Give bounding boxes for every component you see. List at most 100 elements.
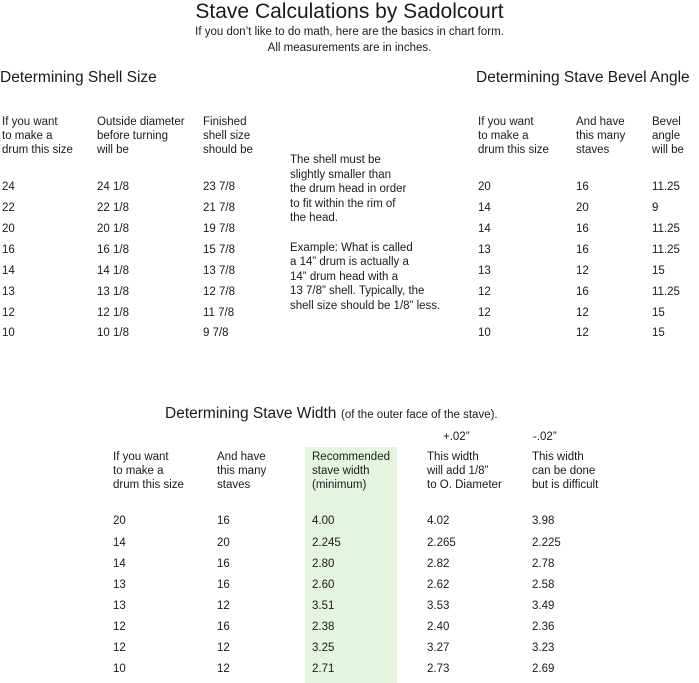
cell: 12 bbox=[2, 307, 15, 319]
column-header: can be done bbox=[532, 465, 596, 477]
column-header: drum this size bbox=[113, 479, 184, 491]
cell: 11 7/8 bbox=[203, 307, 235, 319]
cell: 12 bbox=[478, 286, 491, 298]
cell: 3.25 bbox=[312, 642, 335, 654]
cell: 14 bbox=[478, 223, 491, 235]
cell: 16 bbox=[2, 244, 15, 256]
cell: 15 bbox=[652, 307, 665, 319]
cell: 14 bbox=[113, 537, 126, 549]
cell: 21 7/8 bbox=[203, 202, 235, 214]
cell: 2.58 bbox=[532, 579, 555, 591]
cell: 14 bbox=[113, 558, 126, 570]
column-header: Outside diameter bbox=[97, 116, 185, 128]
cell: 2.62 bbox=[427, 579, 450, 591]
column-header: to make a bbox=[478, 130, 529, 142]
cell: 13 bbox=[113, 600, 126, 612]
cell: 12 bbox=[217, 663, 230, 675]
column-header: this many bbox=[576, 130, 626, 142]
cell: 20 bbox=[113, 515, 126, 527]
column-header: drum this size bbox=[478, 144, 549, 156]
cell: 9 7/8 bbox=[203, 327, 229, 339]
cell: 20 bbox=[478, 181, 491, 193]
cell: 10 1/8 bbox=[97, 327, 129, 339]
cell: 12 1/8 bbox=[97, 307, 129, 319]
cell: 3.53 bbox=[427, 600, 450, 612]
cell: 15 7/8 bbox=[203, 244, 235, 256]
cell: 2.60 bbox=[312, 579, 335, 591]
cell: 14 1/8 bbox=[97, 265, 129, 277]
column-header: to make a bbox=[2, 130, 53, 142]
column-header: This width bbox=[532, 451, 584, 463]
note-line: the drum head in order bbox=[290, 183, 407, 196]
cell: 2.80 bbox=[312, 558, 335, 570]
cell: 11.25 bbox=[652, 181, 680, 193]
cell: 20 bbox=[217, 537, 230, 549]
cell: 2.40 bbox=[427, 621, 450, 633]
cell: 20 1/8 bbox=[97, 223, 129, 235]
column-header: (minimum) bbox=[312, 479, 367, 491]
cell: 2.36 bbox=[532, 621, 555, 633]
column-header: drum this size bbox=[2, 144, 73, 156]
cell: 9 bbox=[652, 202, 659, 214]
column-header: but is difficult bbox=[532, 479, 599, 491]
column-header: This width bbox=[427, 451, 479, 463]
cell: 11.25 bbox=[652, 244, 680, 256]
cell: 12 bbox=[217, 642, 230, 654]
column-header: And have bbox=[576, 116, 625, 128]
column-header: And have bbox=[217, 451, 266, 463]
column-header: to O. Diameter bbox=[427, 479, 502, 491]
cell: 2.245 bbox=[312, 537, 341, 549]
section-heading: Determining Shell Size bbox=[0, 69, 157, 86]
cell: 2.38 bbox=[312, 621, 335, 633]
cell: 24 1/8 bbox=[97, 181, 129, 193]
cell: 13 7/8 bbox=[203, 265, 235, 277]
cell: 3.27 bbox=[427, 642, 450, 654]
cell: 19 7/8 bbox=[203, 223, 235, 235]
section-heading: Determining Stave Width bbox=[165, 405, 337, 422]
cell: 12 bbox=[113, 621, 126, 633]
cell: 16 bbox=[576, 223, 589, 235]
cell: 12 bbox=[478, 307, 491, 319]
cell: 16 bbox=[576, 286, 589, 298]
column-header: Finished bbox=[203, 116, 247, 128]
cell: 13 bbox=[2, 286, 15, 298]
note-line: shell size should be 1/8” less. bbox=[290, 300, 441, 312]
subtitle: All measurements are in inches. bbox=[267, 42, 432, 54]
cell: 22 1/8 bbox=[97, 202, 129, 214]
cell: 2.225 bbox=[532, 537, 561, 549]
cell: 10 bbox=[2, 327, 15, 339]
title: Stave Calculations by Sadolcourt bbox=[195, 0, 504, 23]
note-line: 13 7/8” shell. Typically, the bbox=[290, 285, 425, 298]
cell: 20 bbox=[2, 223, 15, 235]
cell: 20 bbox=[576, 202, 589, 214]
cell: 3.23 bbox=[532, 642, 555, 654]
column-header: Recommended bbox=[312, 451, 390, 463]
cell: 12 bbox=[113, 642, 126, 654]
cell: 2.71 bbox=[312, 663, 335, 675]
cell: 24 bbox=[2, 181, 15, 193]
heading-note: (of the outer face of the stave). bbox=[341, 409, 498, 421]
cell: 12 7/8 bbox=[203, 286, 235, 298]
cell: 2.69 bbox=[532, 663, 555, 675]
column-header: will add 1/8” bbox=[427, 465, 489, 477]
cell: 16 bbox=[217, 558, 230, 570]
note-line: The shell must be bbox=[290, 154, 381, 166]
cell: 15 bbox=[652, 327, 665, 339]
column-header: staves bbox=[576, 144, 610, 156]
cell: 16 bbox=[576, 244, 589, 256]
cell: 16 bbox=[217, 579, 230, 591]
cell: 13 bbox=[478, 244, 491, 256]
cell: 23 7/8 bbox=[203, 181, 235, 193]
cell: 16 1/8 bbox=[97, 244, 129, 256]
column-header: to make a bbox=[113, 465, 164, 477]
section-heading: Determining Stave Bevel Angle bbox=[476, 69, 690, 86]
column-header: shell size bbox=[203, 130, 251, 142]
cell: 16 bbox=[576, 181, 589, 193]
column-header: If you want bbox=[113, 451, 169, 463]
subtitle: If you don’t like to do math, here are t… bbox=[195, 26, 504, 38]
cell: 2.265 bbox=[427, 537, 456, 549]
cell: 13 bbox=[478, 265, 491, 277]
column-header: will be bbox=[652, 144, 684, 156]
cell: 3.98 bbox=[532, 515, 555, 527]
cell: 2.82 bbox=[427, 558, 450, 570]
